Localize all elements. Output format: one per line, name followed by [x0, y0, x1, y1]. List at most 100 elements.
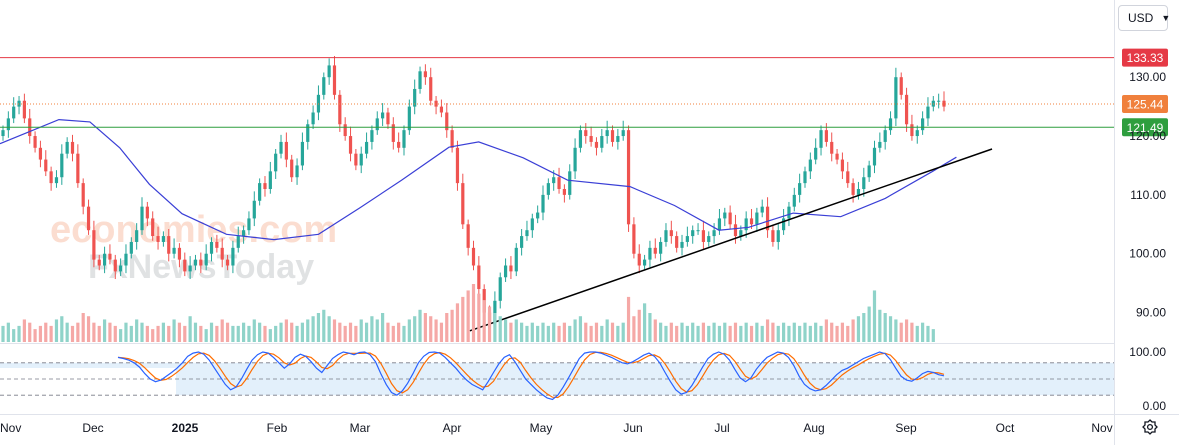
volume-bar: [86, 316, 91, 342]
volume-bar: [856, 316, 861, 342]
candle: [899, 72, 903, 100]
stochastic-d-line: [117, 351, 945, 399]
support-price-label: 121.49: [1127, 121, 1164, 135]
volume-bar: [220, 319, 224, 342]
trendline[interactable]: [469, 148, 993, 332]
volume-bar: [92, 322, 96, 342]
volume-bar: [343, 325, 347, 342]
time-tick-label: Nov: [1091, 421, 1112, 435]
candle: [872, 140, 877, 174]
candle: [856, 181, 861, 200]
candle: [413, 79, 417, 115]
moving-average-line: [0, 118, 957, 241]
candle: [263, 176, 267, 197]
volume-bar: [38, 325, 43, 342]
volume-bar: [188, 316, 192, 342]
candle: [530, 213, 534, 238]
candle: [204, 244, 208, 271]
candle: [135, 223, 139, 250]
volume-bar: [824, 319, 828, 342]
candle: [386, 107, 390, 129]
volume-bar: [509, 322, 513, 342]
candle: [477, 256, 481, 297]
volume-bar: [284, 319, 288, 342]
volume-bar: [771, 322, 775, 342]
candle: [295, 158, 299, 185]
volume-bar: [279, 322, 283, 342]
candle: [423, 64, 427, 85]
candle: [894, 67, 898, 127]
candle: [348, 126, 353, 162]
volume-bar: [696, 325, 700, 342]
candle: [343, 117, 347, 141]
volume-bar: [744, 322, 748, 342]
candle: [610, 125, 615, 147]
time-tick-label: 2025: [172, 421, 199, 435]
volume-bar: [258, 322, 262, 342]
volume-bar: [819, 325, 823, 342]
candle: [798, 173, 802, 203]
price-tick-label: 110.00: [1130, 188, 1166, 202]
candle: [381, 103, 385, 127]
candle: [803, 166, 807, 188]
candle: [364, 132, 369, 159]
candle: [290, 154, 294, 182]
volume-bar: [610, 322, 615, 342]
volume-bar: [557, 325, 561, 342]
candle: [17, 96, 21, 115]
candle: [44, 150, 48, 177]
currency-selector[interactable]: USD ▼: [1118, 5, 1170, 31]
volume-bar: [241, 322, 246, 342]
volume-bar: [295, 325, 299, 342]
current-price-tag: 125.44: [1122, 95, 1168, 114]
candle: [466, 219, 470, 256]
volume-bar: [263, 325, 267, 342]
candle: [642, 254, 647, 271]
volume-bar: [808, 325, 812, 342]
volume-bar: [787, 325, 791, 342]
volume-bar: [514, 319, 518, 342]
candle: [38, 140, 43, 168]
candle: [594, 137, 599, 156]
candle: [102, 246, 107, 274]
candle: [119, 258, 123, 277]
candle: [161, 231, 165, 247]
candle: [824, 123, 828, 147]
current-price-label: 125.44: [1127, 98, 1164, 112]
time-tick-label: Jun: [623, 421, 642, 435]
volume-bar: [161, 322, 165, 342]
volume-bar: [225, 322, 230, 342]
volume-bar: [894, 319, 898, 342]
volume-bar: [680, 322, 684, 342]
volume-bar: [375, 319, 379, 342]
price-tick-label: 120.00: [1129, 129, 1166, 143]
candle: [525, 220, 529, 241]
volume-bar: [156, 325, 160, 342]
volume-bar: [102, 319, 107, 342]
candle: [407, 99, 411, 135]
settings-button[interactable]: [1140, 417, 1160, 437]
volume-bar: [466, 290, 470, 342]
gear-icon: [1142, 419, 1158, 435]
candle: [883, 125, 887, 150]
time-tick-label: Aug: [803, 421, 824, 435]
volume-bar: [76, 322, 80, 342]
volume-bar: [520, 322, 524, 342]
volume-bar: [685, 325, 689, 342]
candle: [429, 67, 433, 106]
volume-bar: [921, 322, 925, 342]
candle: [215, 234, 219, 253]
volume-bar: [290, 322, 294, 342]
resistance-price-tag: 133.33: [1122, 48, 1168, 67]
candle: [648, 240, 652, 268]
volume-bar: [584, 322, 588, 342]
candle: [418, 66, 422, 94]
candle: [81, 178, 85, 215]
candle: [776, 223, 780, 250]
volume-bar: [530, 322, 534, 342]
volume-bar: [364, 322, 369, 342]
volume-bar: [498, 316, 502, 342]
candle: [316, 85, 321, 121]
candle: [605, 120, 609, 144]
